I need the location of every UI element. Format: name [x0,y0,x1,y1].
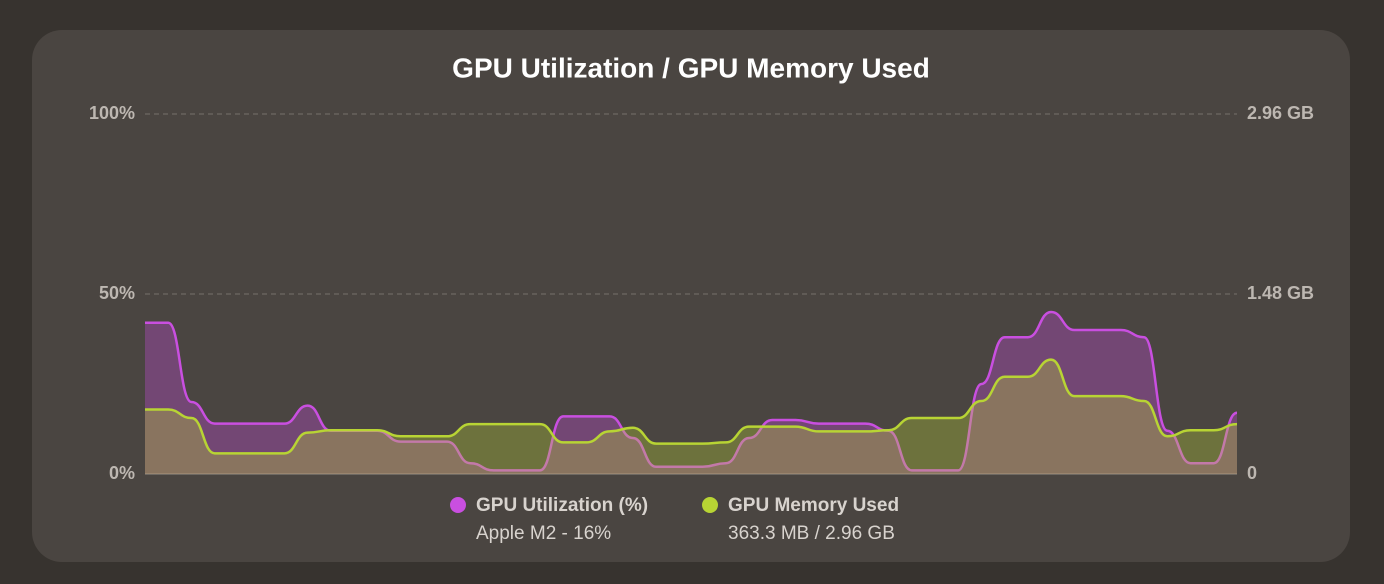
legend-detail: 363.3 MB / 2.96 GB [728,523,895,544]
y-tick-label: 50% [99,283,135,303]
y2-tick-label: 2.96 GB [1247,103,1314,123]
legend-label: GPU Memory Used [728,495,899,516]
line [145,310,1238,472]
legend-detail: Apple M2 - 16% [476,523,611,544]
y-tick-label: 100% [89,103,135,123]
y2-tick-label: 1.48 GB [1247,283,1314,303]
y2-tick-label: 0 [1247,463,1257,483]
area [145,312,1237,474]
legend-label: GPU Utilization (%) [476,495,648,516]
line [144,358,1238,455]
area [145,359,1237,474]
y-tick-label: 0% [109,463,135,483]
legend-swatch [450,497,466,513]
legend-swatch [702,497,718,513]
card [32,30,1350,562]
chart-title: GPU Utilization / GPU Memory Used [452,52,930,83]
